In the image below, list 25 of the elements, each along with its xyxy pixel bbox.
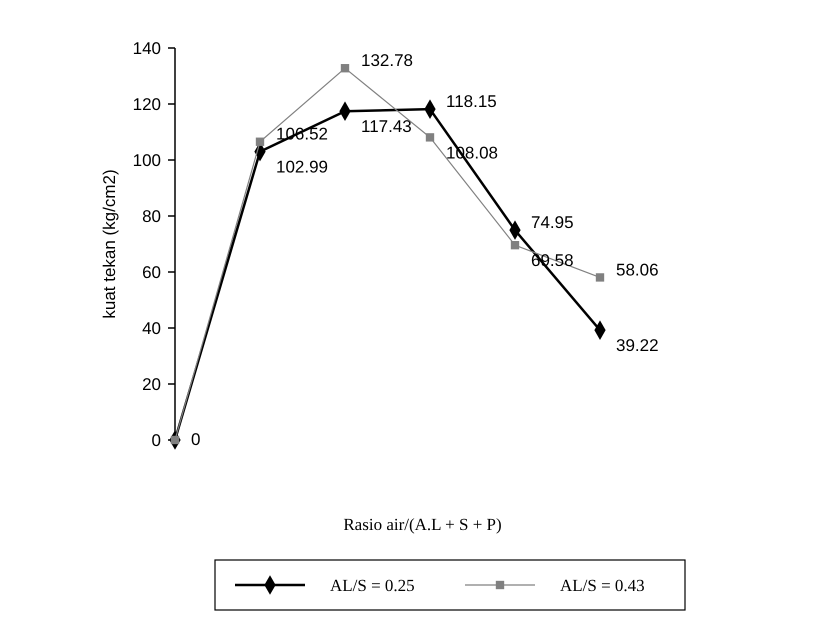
y-tick-label: 0 — [152, 430, 161, 450]
legend-label: AL/S = 0.43 — [560, 576, 645, 595]
data-label: 117.43 — [361, 117, 412, 136]
y-tick-label: 100 — [132, 150, 161, 170]
data-label: 39.22 — [616, 336, 659, 356]
y-tick-label: 140 — [132, 38, 161, 58]
data-label: 58.06 — [616, 260, 659, 280]
y-tick-label: 40 — [142, 318, 161, 338]
y-tick-label: 60 — [142, 262, 161, 282]
y-axis-title: kuat tekan (kg/cm2) — [100, 169, 119, 319]
data-label: 118.15 — [446, 92, 497, 112]
point — [596, 273, 604, 282]
data-label: 74.95 — [531, 213, 574, 232]
y-tick-label: 80 — [142, 206, 161, 226]
y-tick-label: 120 — [132, 94, 161, 114]
data-label: 0 — [191, 430, 200, 449]
y-tick-label: 20 — [142, 374, 161, 394]
point — [340, 64, 350, 72]
data-label: 102.99 — [276, 158, 328, 177]
point — [426, 133, 434, 142]
point — [510, 240, 520, 250]
x-axis-title: Rasio air/(A.L + S + P) — [343, 515, 502, 534]
legend-label: AL/S = 0.25 — [330, 576, 415, 595]
point — [256, 138, 264, 146]
data-label: 132.78 — [361, 51, 413, 70]
